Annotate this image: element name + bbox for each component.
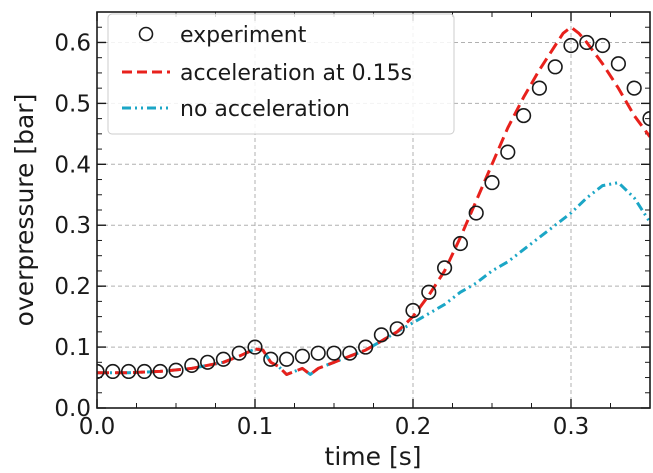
experiment-marker <box>531 80 548 96</box>
series-layer <box>97 25 650 380</box>
experiment-marker <box>168 362 184 378</box>
experiment-marker <box>121 363 137 380</box>
y-tick-label: 0.1 <box>54 335 91 361</box>
experiment-marker <box>105 363 121 380</box>
legend-box <box>107 13 455 135</box>
experiment-marker <box>342 345 358 361</box>
x-tick-label: 0.0 <box>79 414 116 440</box>
y-tick-label: 0.6 <box>54 30 91 56</box>
experiment-marker <box>563 37 579 54</box>
experiment-marker <box>373 327 390 343</box>
y-tick-label: 0.2 <box>54 274 91 300</box>
experiment-marker <box>152 363 168 380</box>
legend-label-acceleration: acceleration at 0.15s <box>180 61 412 86</box>
y-tick-label: 0.0 <box>54 396 91 422</box>
legend-entry-experiment: experiment <box>138 23 307 48</box>
experiment-marker <box>405 302 421 319</box>
experiment-marker <box>389 321 405 337</box>
experiment-marker <box>247 339 263 355</box>
experiment-marker <box>452 235 469 252</box>
experiment-marker <box>515 107 532 124</box>
legend-marker-experiment <box>138 26 154 42</box>
tick-labels: 0.0 0.1 0.2 0.3 0.0 0.1 0.2 0.3 0.4 0.5 0.6 <box>54 30 589 440</box>
series-line-no-acceleration <box>97 181 650 376</box>
y-axis-label: overpressure [bar] <box>10 94 39 327</box>
experiment-marker <box>310 345 326 361</box>
experiment-marker <box>500 144 516 160</box>
legend-label-no-acceleration: no acceleration <box>180 97 350 122</box>
experiment-marker <box>136 363 152 380</box>
x-tick-label: 0.3 <box>553 414 590 440</box>
legend-label-experiment: experiment <box>180 23 307 48</box>
legend-entry-acceleration: acceleration at 0.15s <box>122 61 412 86</box>
experiment-marker <box>579 34 595 51</box>
experiment-marker <box>279 351 295 367</box>
experiment-marker <box>484 174 500 191</box>
experiment-marker <box>200 354 216 370</box>
x-axis-label: time [s] <box>325 442 422 471</box>
x-tick-label: 0.1 <box>237 414 274 440</box>
series-line-acceleration <box>97 25 650 376</box>
experiment-marker <box>231 345 247 361</box>
experiment-marker <box>326 345 342 361</box>
experiment-marker <box>294 348 311 364</box>
y-tick-label: 0.3 <box>54 213 91 239</box>
experiment-marker <box>642 111 650 127</box>
experiment-marker <box>263 351 279 367</box>
x-tick-label: 0.2 <box>395 414 432 440</box>
experiment-marker <box>358 339 374 355</box>
experiment-marker <box>468 205 484 221</box>
experiment-marker <box>547 59 563 75</box>
experiment-marker <box>610 56 627 72</box>
experiment-marker <box>594 37 611 54</box>
y-tick-label: 0.4 <box>54 152 91 178</box>
legend-entry-no-acceleration: no acceleration <box>122 97 350 122</box>
experiment-marker <box>437 260 453 276</box>
experiment-marker <box>215 351 231 367</box>
experiment-marker <box>184 357 200 373</box>
experiment-marker <box>421 284 437 300</box>
legend: experiment acceleration at 0.15s no acce… <box>107 13 455 135</box>
experiment-marker <box>626 80 642 96</box>
plot-frame <box>96 11 651 409</box>
experiment-marker <box>97 363 105 380</box>
y-tick-label: 0.5 <box>54 91 91 117</box>
